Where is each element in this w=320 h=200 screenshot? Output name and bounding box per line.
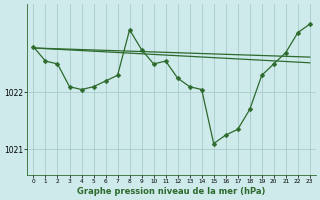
X-axis label: Graphe pression niveau de la mer (hPa): Graphe pression niveau de la mer (hPa) <box>77 187 266 196</box>
